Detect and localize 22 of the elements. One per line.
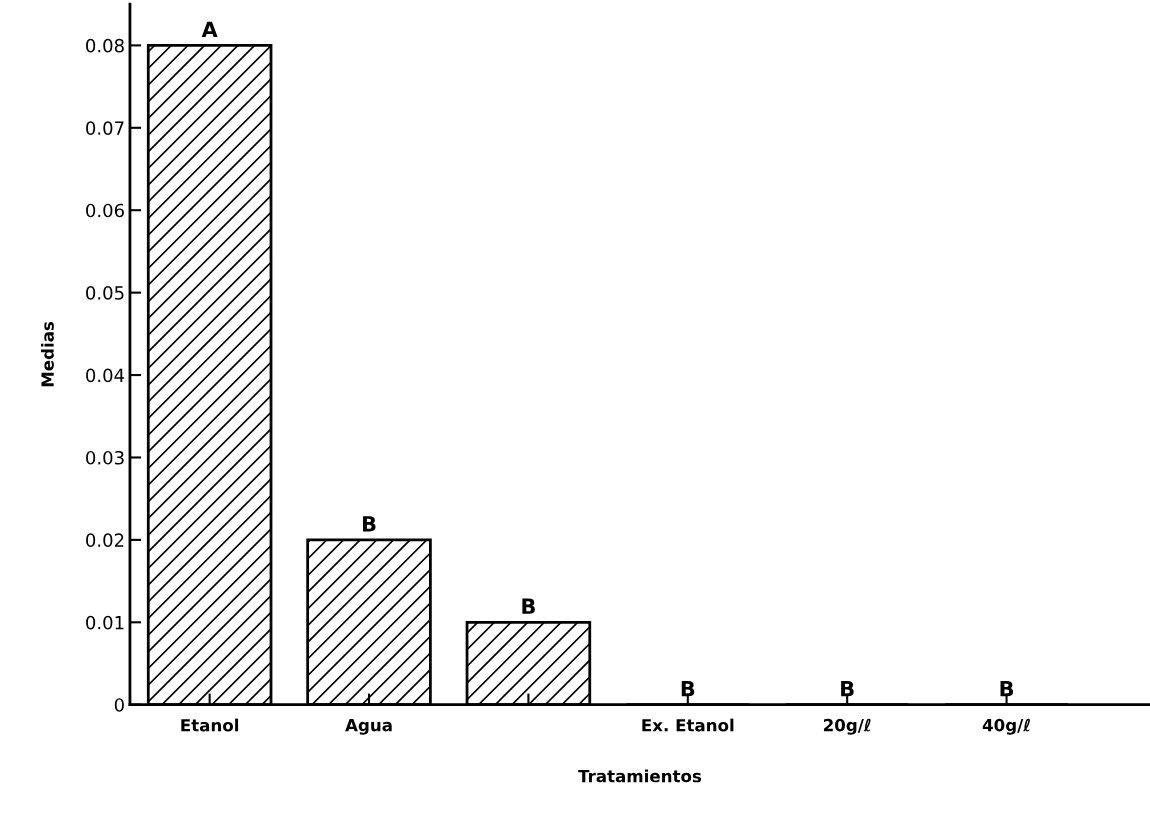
y-tick-label: 0: [114, 698, 124, 712]
data-label: B: [841, 681, 854, 697]
y-tick-label: 0.06: [86, 203, 124, 218]
x-tick-label: 20g/ℓ: [823, 718, 871, 735]
data-label: B: [363, 516, 376, 532]
y-tick-label: 0.01: [86, 615, 124, 630]
data-label: A: [201, 21, 218, 37]
y-tick-label: 0.07: [86, 121, 124, 135]
y-tick-label: 0.04: [86, 368, 125, 383]
x-axis-title: Tratamientos: [578, 769, 702, 783]
y-tick-label: 0.08: [86, 38, 124, 53]
y-tick-label: 0.05: [86, 286, 124, 300]
x-tick-label: Ex. Etanol: [642, 718, 734, 732]
y-tick-label: 0.03: [86, 450, 124, 465]
data-label: B: [1000, 681, 1014, 697]
x-tick-label: 40g/ℓ: [982, 718, 1030, 735]
y-axis-title: Medias: [40, 321, 54, 387]
y-tick-label: 0.02: [86, 533, 124, 548]
data-label: B: [681, 681, 695, 697]
data-label: B: [522, 598, 535, 614]
x-tick-label: Agua: [345, 719, 392, 735]
x-tick-label: Etanol: [181, 718, 239, 732]
